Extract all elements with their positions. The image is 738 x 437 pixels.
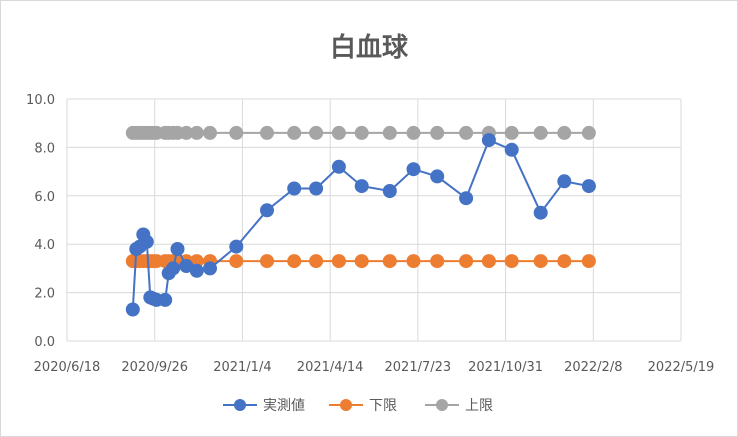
data-point — [260, 203, 274, 218]
series-group — [125, 125, 596, 317]
data-point — [158, 292, 173, 307]
data-point — [229, 254, 244, 269]
y-tick-label: 0.0 — [34, 335, 55, 350]
data-point — [354, 254, 369, 269]
data-point — [430, 254, 445, 269]
data-point — [354, 179, 369, 194]
data-point — [459, 254, 474, 269]
data-point — [260, 125, 274, 140]
data-point — [125, 302, 140, 317]
x-tick-label: 2022/5/19 — [648, 360, 715, 375]
data-point — [406, 162, 421, 177]
data-point — [557, 254, 572, 269]
y-tick-label: 6.0 — [34, 190, 55, 205]
data-point — [203, 125, 217, 140]
data-point — [166, 261, 181, 276]
data-point — [382, 184, 397, 198]
legend-item[interactable]: 下限 — [329, 398, 397, 414]
data-point — [309, 125, 324, 140]
data-point — [504, 125, 519, 140]
data-point — [260, 254, 274, 269]
x-tick-label: 2021/1/4 — [213, 360, 271, 375]
legend-item[interactable]: 上限 — [425, 398, 493, 414]
data-point — [229, 125, 244, 140]
y-tick-label: 2.0 — [34, 287, 55, 302]
data-point — [203, 261, 217, 276]
legend-swatch-marker — [234, 399, 246, 411]
data-point — [430, 125, 445, 140]
legend-label: 上限 — [465, 398, 493, 414]
y-tick-label: 10.0 — [26, 93, 55, 108]
data-point — [406, 254, 421, 269]
data-point — [557, 174, 572, 189]
legend-swatch-marker — [436, 399, 448, 411]
data-point — [287, 181, 302, 196]
legend-label: 実測値 — [263, 398, 305, 414]
data-point — [581, 125, 596, 140]
data-point — [309, 254, 324, 269]
data-point — [309, 181, 324, 196]
data-point — [533, 254, 548, 269]
data-point — [382, 254, 397, 269]
data-point — [170, 242, 185, 256]
data-point — [229, 239, 244, 254]
x-axis: 2020/6/18 2020/9/26 2021/1/4 2021/4/14 2021/… — [34, 360, 715, 375]
data-point — [331, 125, 346, 140]
legend-label: 下限 — [369, 398, 397, 414]
x-tick-label: 2022/2/8 — [564, 360, 622, 375]
x-tick-label: 2021/10/31 — [468, 360, 543, 375]
legend-swatch-marker — [340, 399, 352, 411]
series-line — [131, 138, 590, 310]
data-point — [459, 191, 474, 206]
y-axis: 0.0 2.0 4.0 6.0 8.0 10.0 — [26, 93, 55, 350]
data-point — [382, 125, 397, 140]
data-point — [189, 125, 204, 140]
y-tick-label: 8.0 — [34, 141, 55, 156]
data-point — [481, 133, 496, 148]
data-point — [139, 234, 154, 249]
data-point — [504, 142, 519, 157]
data-point — [430, 169, 445, 184]
data-point — [287, 125, 302, 140]
data-point — [287, 254, 302, 269]
data-point — [581, 179, 596, 194]
chart-title: 白血球 — [330, 32, 409, 63]
x-tick-label: 2021/7/23 — [385, 360, 452, 375]
data-point — [557, 125, 572, 140]
data-point — [406, 125, 421, 140]
y-tick-label: 4.0 — [34, 238, 55, 253]
legend[interactable]: 実測値 下限 上限 — [223, 398, 493, 414]
data-point — [459, 125, 474, 140]
data-point — [331, 159, 346, 174]
legend-item[interactable]: 実測値 — [223, 398, 305, 414]
data-point — [504, 254, 519, 269]
x-tick-label: 2020/6/18 — [34, 360, 101, 375]
data-point — [533, 125, 548, 140]
data-point — [331, 254, 346, 269]
data-point — [581, 254, 596, 269]
data-point — [189, 263, 204, 278]
gridlines — [66, 98, 682, 342]
data-point — [481, 254, 496, 269]
x-tick-label: 2021/4/14 — [297, 360, 364, 375]
x-tick-label: 2020/9/26 — [121, 360, 188, 375]
data-point — [354, 125, 369, 140]
data-point — [533, 205, 548, 220]
